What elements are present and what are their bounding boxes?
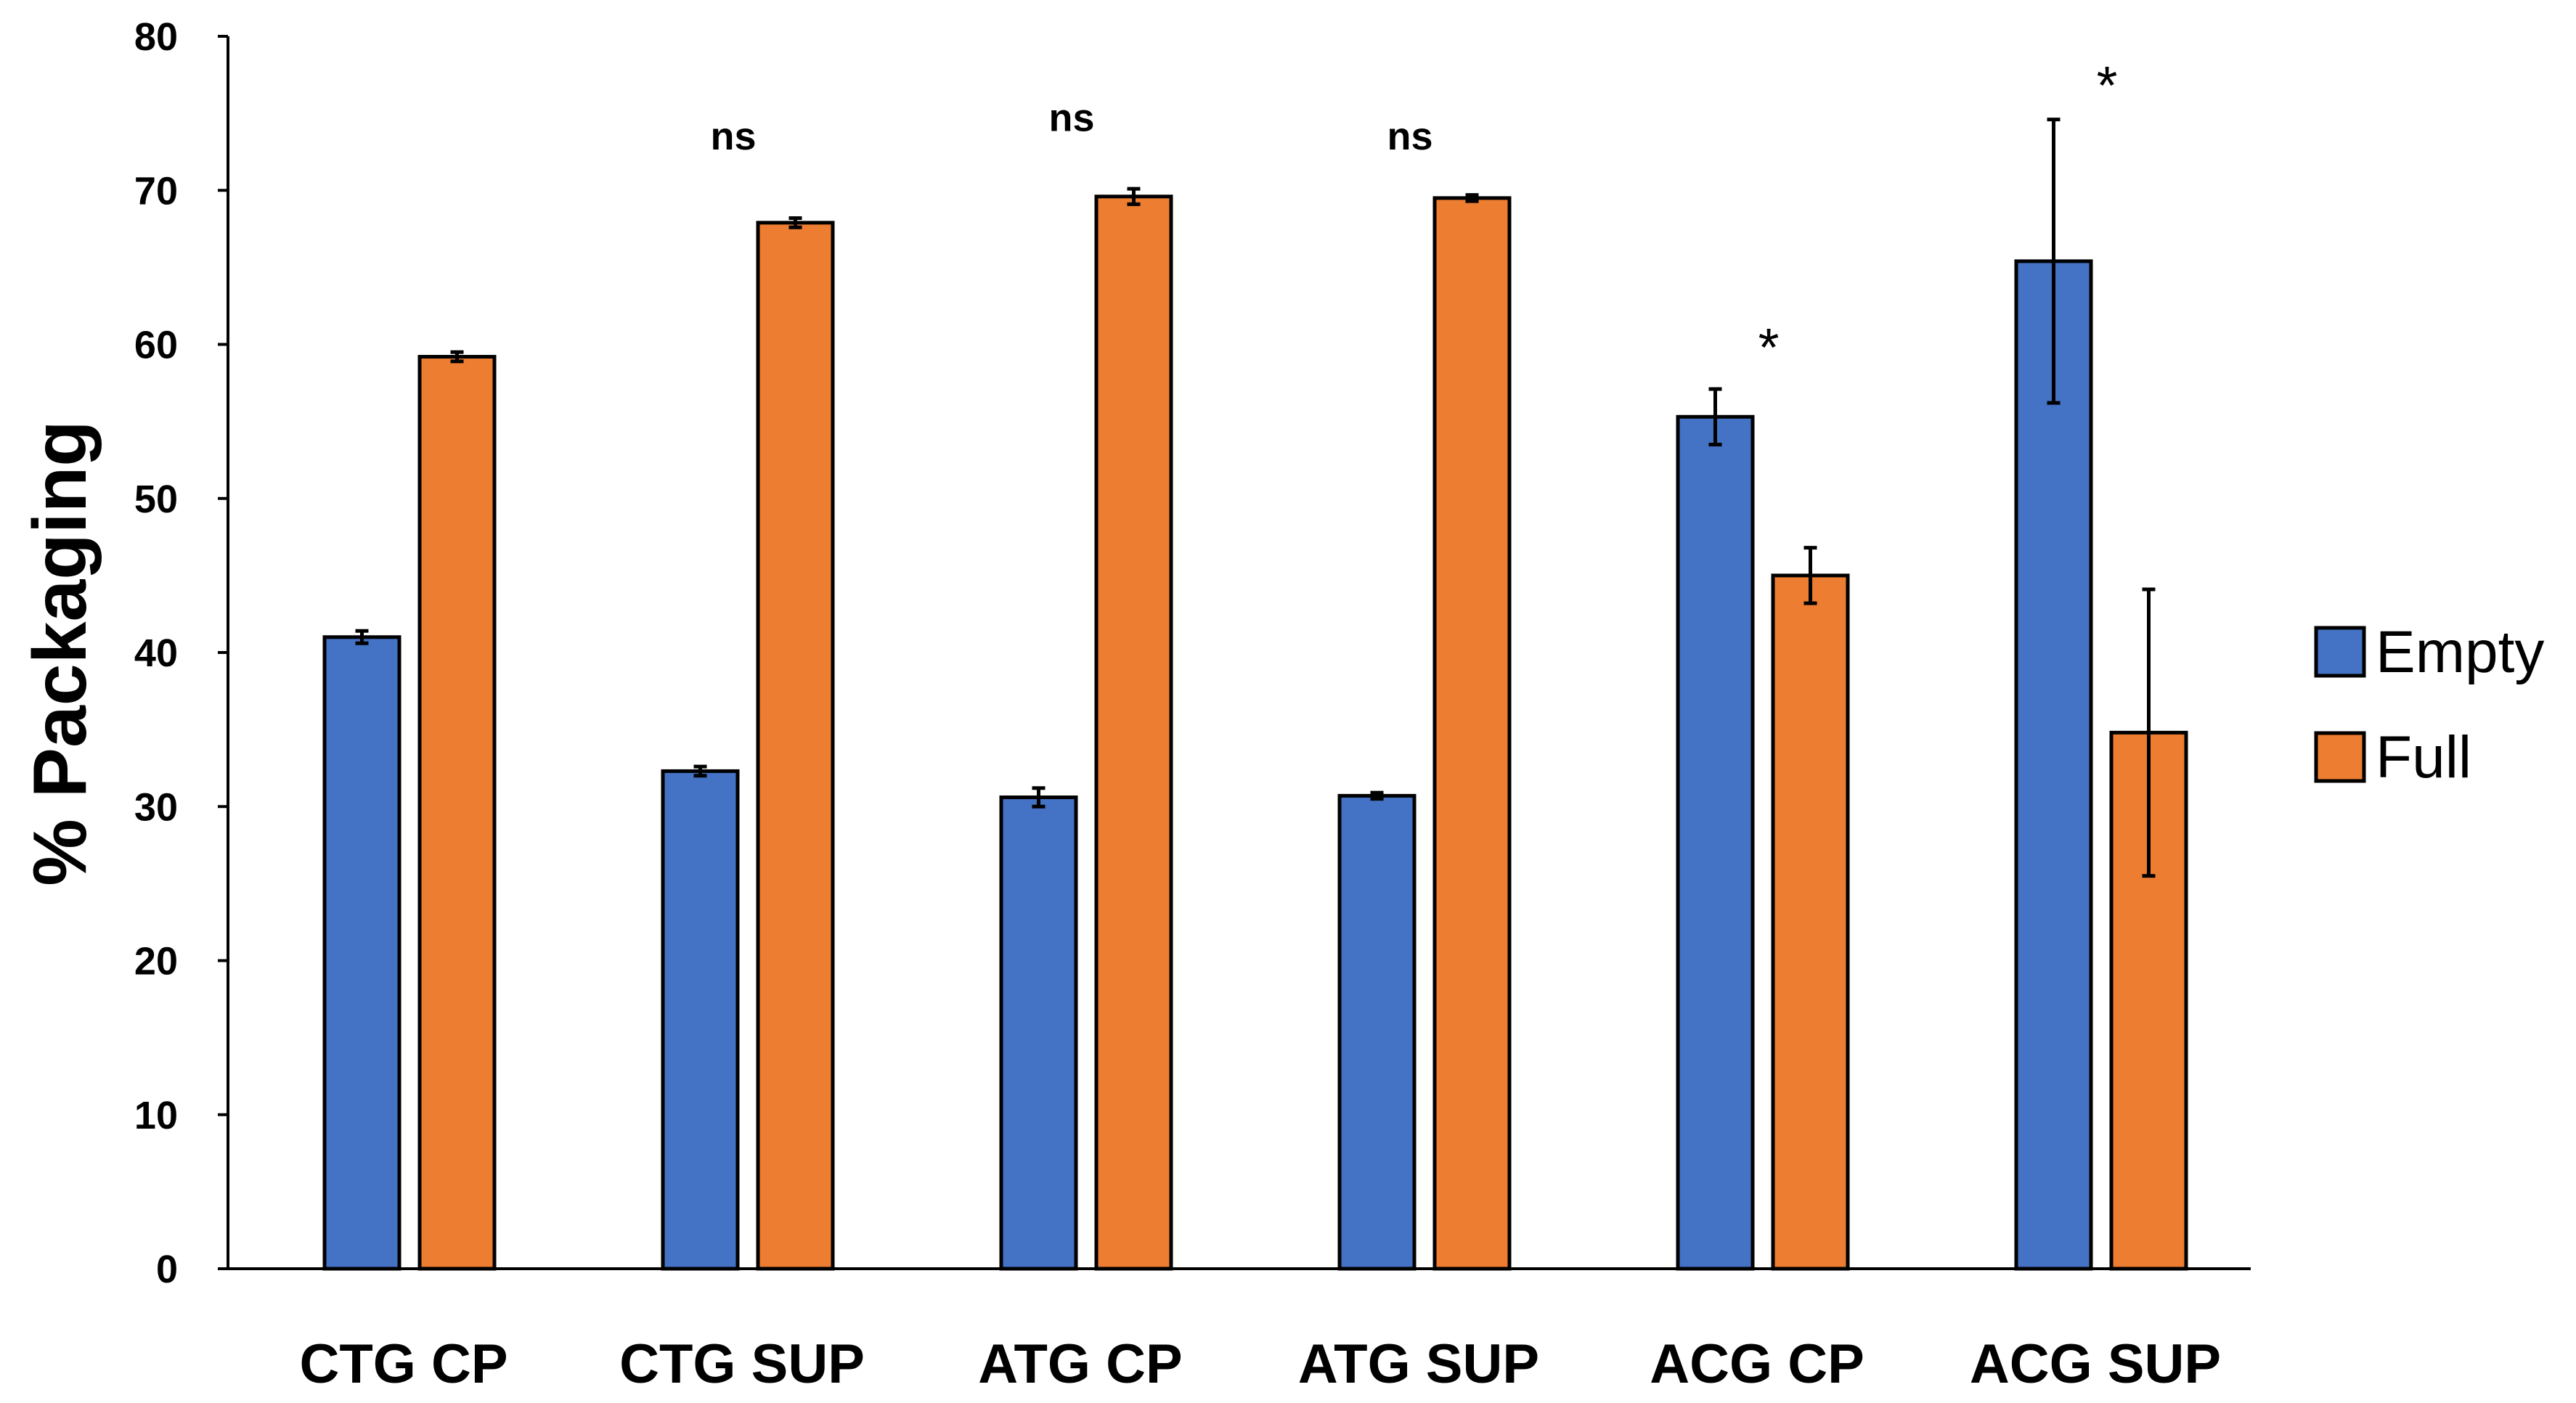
bar-empty-atg-sup	[1337, 793, 1417, 1271]
legend: Empty Full	[2314, 619, 2544, 790]
error-bar	[1370, 790, 1384, 801]
significance-annotation: ns	[1048, 96, 1094, 139]
y-tick-label: 0	[156, 1248, 178, 1291]
bar-full-atg-sup	[1432, 196, 1512, 1271]
error-bar	[355, 629, 369, 645]
bar-empty-atg-cp	[999, 795, 1078, 1271]
bar-full-ctg-cp	[417, 354, 497, 1271]
y-tick-label: 30	[134, 785, 178, 829]
legend-swatch-full	[2314, 731, 2366, 783]
bar-full-ctg-sup	[756, 221, 835, 1271]
error-bar	[1708, 387, 1722, 446]
y-axis-label: % Packaging	[18, 420, 102, 886]
significance-annotation: *	[1758, 317, 1780, 377]
bar-empty-ctg-sup	[661, 769, 740, 1271]
y-axis: 0 10 20 30 40 50 60 70 80	[134, 15, 229, 1291]
error-bar	[1127, 187, 1141, 206]
x-tick-label: CTG CP	[299, 1333, 508, 1395]
error-bar	[450, 350, 464, 364]
error-bar	[693, 764, 707, 778]
x-tick-label: ACG CP	[1650, 1333, 1864, 1395]
error-bar	[2047, 118, 2061, 405]
x-tick-label: ACG SUP	[1970, 1333, 2221, 1395]
bars	[322, 195, 2188, 1271]
x-tick-label: CTG SUP	[619, 1333, 865, 1395]
y-tick-label: 20	[134, 940, 178, 983]
legend-swatch-empty	[2314, 626, 2366, 678]
error-bar	[788, 216, 802, 229]
legend-label-full: Full	[2376, 724, 2471, 790]
y-tick-label: 40	[134, 631, 178, 675]
y-tick-label: 80	[134, 15, 178, 59]
bar-full-acg-cp	[1771, 573, 1850, 1271]
legend-label-empty: Empty	[2376, 619, 2544, 685]
significance-annotation: ns	[710, 115, 756, 158]
y-tick-label: 70	[134, 169, 178, 213]
x-tick-label: ATG SUP	[1298, 1333, 1539, 1395]
y-tick-label: 60	[134, 324, 178, 367]
significance-annotations: ns ns ns * *	[710, 55, 2117, 377]
bar-full-atg-cp	[1094, 195, 1173, 1271]
error-bar	[1465, 193, 1479, 203]
significance-annotation: *	[2097, 55, 2118, 115]
y-tick-label: 50	[134, 478, 178, 521]
error-bar	[1803, 546, 1817, 605]
bar-empty-ctg-cp	[322, 635, 402, 1271]
bar-empty-acg-cp	[1676, 414, 1755, 1271]
x-tick-label: ATG CP	[978, 1333, 1182, 1395]
error-bars	[355, 118, 2156, 878]
error-bar	[2142, 587, 2156, 878]
x-axis: CTG CP CTG SUP ATG CP ATG SUP ACG CP ACG SUP	[228, 1267, 2251, 1395]
y-tick-label: 10	[134, 1094, 178, 1137]
bar-empty-acg-sup	[2014, 259, 2093, 1271]
significance-annotation: ns	[1387, 115, 1432, 158]
error-bar	[1032, 786, 1046, 809]
